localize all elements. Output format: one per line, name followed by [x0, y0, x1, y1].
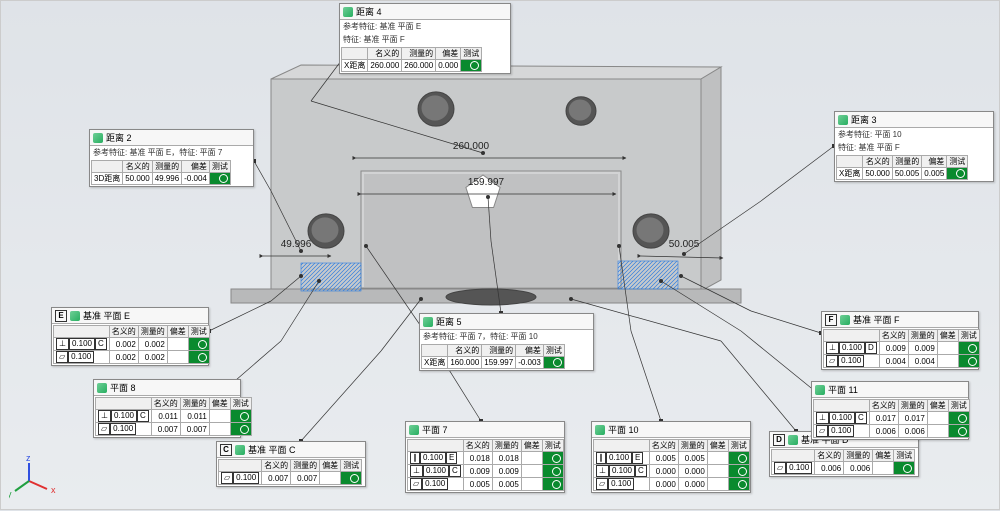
values-table: 名义的测量的偏差测试X距离160.000159.997-0.003 — [421, 344, 565, 369]
feature-icon — [70, 311, 80, 321]
status-indicator — [728, 465, 749, 478]
feature-icon — [788, 435, 798, 445]
callout-plane8[interactable]: 平面 8名义的测量的偏差测试⊥0.100C0.0110.011▱0.1000.0… — [93, 379, 241, 438]
callout-title: 距离 3 — [851, 113, 877, 126]
feature-icon — [93, 133, 103, 143]
values-table: 名义的测量的偏差测试⊥0.100D0.0090.009▱0.1000.0040.… — [823, 329, 980, 368]
status-indicator — [728, 478, 749, 491]
status-indicator — [728, 452, 749, 465]
feature-icon — [815, 385, 825, 395]
status-indicator — [230, 410, 251, 423]
callout-title: 平面 10 — [608, 423, 639, 436]
callout-dist4[interactable]: 距离 4 参考特征: 基准 平面 E特征: 基准 平面 F名义的测量的偏差测试X距… — [339, 3, 511, 74]
callout-dist5[interactable]: 距离 5 参考特征: 平面 7，特征: 平面 10名义的测量的偏差测试X距离160… — [419, 313, 594, 371]
status-indicator — [948, 425, 969, 438]
status-indicator — [188, 338, 209, 351]
values-table: 名义的测量的偏差测试X距离260.000260.0000.000 — [341, 47, 482, 72]
status-indicator — [542, 478, 563, 491]
callout-plane11[interactable]: 平面 11 名义的测量的偏差测试⊥0.100C0.0170.017▱0.1000.… — [811, 381, 969, 440]
datum-letter: C — [220, 444, 232, 456]
values-table: 名义的测量的偏差测试⊥0.100C0.0110.011▱0.1000.0070.… — [95, 397, 252, 436]
callout-dist3[interactable]: 距离 3 参考特征: 平面 10特征: 基准 平面 F名义的测量的偏差测试X距离5… — [834, 111, 994, 182]
datum-letter: D — [773, 434, 785, 446]
datum-letter: E — [55, 310, 67, 322]
status-indicator — [188, 351, 209, 364]
callout-dist2[interactable]: 距离 2 参考特征: 基准 平面 E，特征: 平面 7名义的测量的偏差测试3D距离… — [89, 129, 254, 187]
status-indicator — [542, 465, 563, 478]
values-table: 名义的测量的偏差测试3D距离50.00049.996-0.004 — [91, 160, 231, 185]
svg-text:50.005: 50.005 — [669, 239, 700, 250]
callout-title: 基准 平面 C — [248, 443, 296, 456]
status-indicator — [461, 60, 482, 72]
callout-title: 平面 11 — [828, 383, 858, 396]
svg-text:y: y — [9, 489, 12, 499]
feature-icon — [840, 315, 850, 325]
values-table: 名义的测量的偏差测试⊥0.100C0.0170.017▱0.1000.0060.… — [813, 399, 970, 438]
callout-title: 距离 4 — [356, 5, 382, 18]
values-table: 名义的测量的偏差测试⊥0.100C0.0020.002▱0.1000.0020.… — [53, 325, 210, 364]
callout-title: 距离 5 — [436, 315, 462, 328]
values-table: 名义的测量的偏差测试∥0.100E0.0180.018⊥0.100C0.0090… — [407, 439, 564, 491]
svg-text:49.996: 49.996 — [281, 239, 312, 250]
status-indicator — [958, 355, 979, 368]
feature-icon — [235, 445, 245, 455]
feature-icon — [838, 115, 848, 125]
status-indicator — [230, 423, 251, 436]
callout-plane10[interactable]: 平面 10 名义的测量的偏差测试∥0.100E0.0050.005⊥0.100C0… — [591, 421, 751, 493]
status-indicator — [542, 452, 563, 465]
status-indicator — [341, 472, 362, 485]
callout-title: 基准 平面 F — [853, 313, 900, 326]
status-indicator — [894, 462, 915, 475]
callout-planeC[interactable]: C 基准 平面 C 名义的测量的偏差测试▱0.1000.0070.007 — [216, 441, 366, 487]
callout-planeE[interactable]: E 基准 平面 E 名义的测量的偏差测试⊥0.100C0.0020.002▱0.10… — [51, 307, 209, 366]
feature-icon — [423, 317, 433, 327]
feature-icon — [343, 7, 353, 17]
values-table: 名义的测量的偏差测试▱0.1000.0060.006 — [771, 449, 915, 475]
values-table: 名义的测量的偏差测试▱0.1000.0070.007 — [218, 459, 362, 485]
status-indicator — [948, 412, 969, 425]
callout-title: 平面 8 — [110, 381, 136, 394]
callout-meta: 参考特征: 基准 平面 E — [340, 20, 510, 33]
values-table: 名义的测量的偏差测试∥0.100E0.0050.005⊥0.100C0.0000… — [593, 439, 750, 491]
callout-title: 距离 2 — [106, 131, 132, 144]
callout-plane7[interactable]: 平面 7 名义的测量的偏差测试∥0.100E0.0180.018⊥0.100C0.… — [405, 421, 565, 493]
values-table: 名义的测量的偏差测试X距离50.00050.0050.005 — [836, 155, 968, 180]
feature-icon — [97, 383, 107, 393]
callout-meta: 特征: 基准 平面 F — [340, 33, 510, 46]
callout-title: 平面 7 — [422, 423, 448, 436]
status-indicator — [947, 168, 968, 180]
axis-triad: x z y — [9, 451, 59, 501]
feature-icon — [409, 425, 419, 435]
callout-meta: 参考特征: 平面 10 — [835, 128, 993, 141]
svg-text:260.000: 260.000 — [453, 141, 490, 152]
callout-meta: 参考特征: 平面 7，特征: 平面 10 — [420, 330, 593, 343]
svg-text:z: z — [26, 453, 31, 463]
status-indicator — [209, 173, 230, 185]
feature-icon — [595, 425, 605, 435]
callout-title: 基准 平面 E — [83, 309, 130, 322]
svg-text:x: x — [51, 485, 56, 495]
callout-meta: 参考特征: 基准 平面 E，特征: 平面 7 — [90, 146, 253, 159]
status-indicator — [958, 342, 979, 355]
callout-planeF[interactable]: F 基准 平面 F 名义的测量的偏差测试⊥0.100D0.0090.009▱0.10… — [821, 311, 979, 370]
status-indicator — [543, 357, 564, 369]
svg-text:159.997: 159.997 — [468, 177, 505, 188]
callout-meta: 特征: 基准 平面 F — [835, 141, 993, 154]
datum-letter: F — [825, 314, 837, 326]
